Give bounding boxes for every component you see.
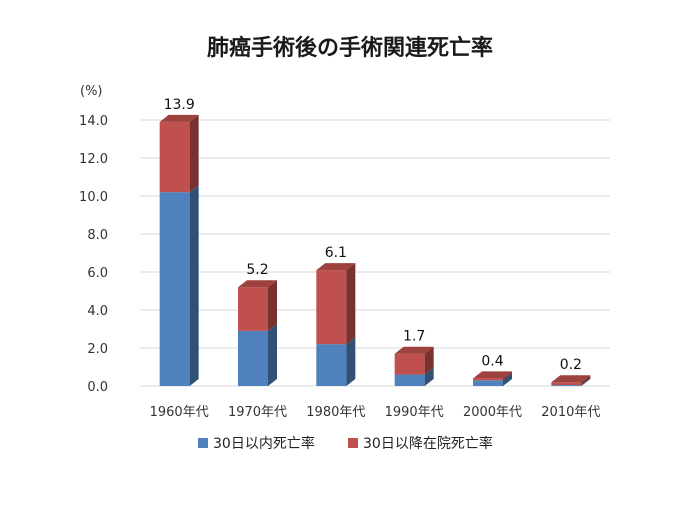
- bar-group: 13.9: [159, 97, 199, 386]
- bar-segment-side: [346, 337, 356, 386]
- bar-top-face: [551, 375, 591, 383]
- y-axis: 0.0 2.0 4.0 6.0 8.0 10.0 12.0 14.0: [79, 114, 108, 395]
- bar-segment: [551, 382, 582, 386]
- y-tick-label: 10.0: [79, 190, 108, 205]
- bar-segment: [473, 380, 503, 386]
- bar-segment-side: [268, 280, 277, 331]
- bar-segment-side: [581, 375, 591, 386]
- bar-segment: [159, 121, 190, 193]
- legend: 30日以内死亡率 30日以降在院死亡率: [198, 435, 493, 452]
- bar-segment-side: [581, 378, 591, 386]
- x-tick-label: 1990年代: [385, 405, 444, 420]
- bar-segment: [316, 344, 347, 386]
- x-tick-label: 2010年代: [541, 405, 600, 420]
- bar-segment: [159, 192, 190, 386]
- data-label: 13.9: [164, 97, 195, 113]
- y-axis-unit-label: (%): [80, 84, 103, 99]
- y-tick-label: 6.0: [87, 266, 108, 281]
- y-tick-label: 12.0: [79, 152, 108, 167]
- bars: 13.9 5.2 6.1 1.7 0.4 0.2: [159, 97, 591, 386]
- bar-segment-side: [424, 367, 434, 386]
- y-tick-label: 0.0: [87, 380, 108, 395]
- bar-group: 0.2: [551, 357, 591, 386]
- legend-label: 30日以降在院死亡率: [363, 435, 493, 452]
- y-tick-label: 2.0: [87, 342, 108, 357]
- x-tick-label: 1970年代: [228, 405, 287, 420]
- bar-segment-side: [503, 371, 512, 381]
- chart-title: 肺癌手術後の手術関連死亡率: [206, 36, 493, 61]
- bar-top-face: [473, 371, 512, 379]
- y-tick-label: 14.0: [79, 114, 108, 129]
- x-axis: 1960年代 1970年代 1980年代 1990年代 2000年代 2010年代: [150, 405, 601, 420]
- data-label: 5.2: [246, 262, 268, 278]
- bar-top-face: [316, 263, 356, 271]
- legend-label: 30日以内死亡率: [213, 435, 315, 452]
- gridlines: [140, 119, 610, 387]
- bar-segment-side: [503, 373, 512, 386]
- data-label: 0.2: [560, 357, 582, 373]
- legend-swatch: [198, 438, 208, 448]
- bar-group: 5.2: [238, 262, 277, 386]
- bar-segment: [238, 287, 268, 331]
- bar-top-face: [238, 280, 277, 288]
- bar-group: 6.1: [316, 245, 356, 386]
- bar-segment-side: [346, 263, 356, 345]
- data-label: 6.1: [325, 245, 347, 261]
- bar-segment-side: [268, 323, 277, 386]
- bar-segment: [394, 374, 425, 386]
- bar-segment: [473, 378, 503, 381]
- bar-segment-side: [189, 114, 199, 193]
- data-label: 1.7: [403, 329, 425, 345]
- bar-segment: [551, 385, 582, 386]
- bar-segment: [238, 330, 268, 386]
- x-tick-label: 2000年代: [463, 405, 522, 420]
- legend-swatch: [348, 438, 358, 448]
- bar-top-face: [394, 346, 434, 354]
- bar-segment-side: [424, 346, 434, 375]
- bar-top-face: [159, 114, 199, 122]
- bar-group: 1.7: [394, 329, 434, 386]
- bar-group: 0.4: [473, 353, 512, 386]
- x-tick-label: 1960年代: [150, 405, 209, 420]
- bar-segment: [316, 270, 347, 345]
- bar-segment: [394, 353, 425, 375]
- y-tick-label: 4.0: [87, 304, 108, 319]
- bar-segment-side: [189, 185, 199, 386]
- data-label: 0.4: [481, 353, 503, 369]
- x-tick-label: 1980年代: [306, 405, 365, 420]
- y-tick-label: 8.0: [87, 228, 108, 243]
